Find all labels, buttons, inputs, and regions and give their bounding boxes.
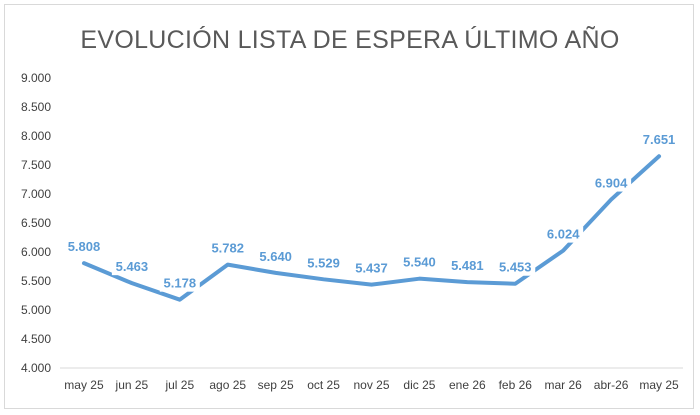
x-tick-label: ago 25 bbox=[209, 378, 246, 392]
data-label-bg bbox=[63, 239, 104, 256]
data-label-bg bbox=[207, 240, 248, 257]
line-layer bbox=[81, 154, 662, 302]
data-label-bg bbox=[447, 258, 488, 275]
data-label-layer: 5.808 5.463 5.178 5.782 5.640 5.529 5.437 5.540… bbox=[63, 132, 680, 292]
y-tick-label: 6.000 bbox=[21, 245, 51, 259]
data-label: 5.529 bbox=[307, 255, 340, 270]
x-tick-label: dic 25 bbox=[403, 378, 435, 392]
data-label: 5.178 bbox=[164, 276, 197, 291]
data-label: 5.481 bbox=[451, 258, 484, 273]
data-label: 5.437 bbox=[355, 261, 388, 276]
data-label: 7.651 bbox=[643, 132, 676, 147]
data-label-bg bbox=[351, 260, 392, 277]
data-label-bg bbox=[399, 254, 440, 271]
data-label: 5.463 bbox=[116, 259, 149, 274]
data-label: 5.640 bbox=[259, 249, 292, 264]
chart-frame bbox=[4, 4, 694, 409]
y-tick-label: 4.500 bbox=[21, 332, 51, 346]
data-label: 6.024 bbox=[547, 227, 580, 242]
y-tick-label: 5.000 bbox=[21, 303, 51, 317]
y-tick-label: 6.500 bbox=[21, 216, 51, 230]
data-label: 5.808 bbox=[68, 239, 101, 254]
data-label-bg bbox=[543, 226, 584, 243]
y-tick-label: 7.000 bbox=[21, 187, 51, 201]
chart-title: EVOLUCIÓN LISTA DE ESPERA ÚLTIMO AÑO bbox=[80, 26, 620, 54]
data-label: 6.904 bbox=[595, 176, 628, 191]
x-tick-label: feb 26 bbox=[499, 378, 533, 392]
data-label: 5.453 bbox=[499, 260, 532, 275]
y-tick-label: 7.500 bbox=[21, 158, 51, 172]
y-tick-label: 8.000 bbox=[21, 129, 51, 143]
x-tick-label: nov 25 bbox=[353, 378, 389, 392]
data-label-bg bbox=[159, 275, 200, 292]
axis-layer: 4.000 4.500 5.000 5.500 6.000 6.500 7.000 7.500… bbox=[21, 71, 683, 392]
x-tick-label: sep 25 bbox=[258, 378, 294, 392]
y-tick-label: 8.500 bbox=[21, 100, 51, 114]
x-tick-label: may 25 bbox=[64, 378, 104, 392]
x-tick-label: abr-26 bbox=[594, 378, 629, 392]
data-label-bg bbox=[111, 259, 152, 276]
x-tick-label: mar 26 bbox=[545, 378, 583, 392]
data-label-bg bbox=[591, 175, 632, 192]
data-label-bg bbox=[303, 255, 344, 272]
y-tick-label: 5.500 bbox=[21, 274, 51, 288]
x-tick-label: jun 25 bbox=[115, 378, 149, 392]
series-line bbox=[81, 154, 662, 302]
data-label: 5.782 bbox=[211, 241, 244, 256]
x-tick-label: jul 25 bbox=[164, 378, 194, 392]
x-tick-label: oct 25 bbox=[307, 378, 340, 392]
data-label: 5.540 bbox=[403, 255, 436, 270]
x-tick-label: ene 26 bbox=[449, 378, 486, 392]
data-label-bg bbox=[495, 259, 536, 276]
y-tick-label: 4.000 bbox=[21, 361, 51, 375]
data-label-bg bbox=[255, 248, 296, 265]
y-tick-label: 9.000 bbox=[21, 71, 51, 85]
data-label-bg bbox=[639, 132, 680, 149]
x-tick-label: may 25 bbox=[639, 378, 679, 392]
